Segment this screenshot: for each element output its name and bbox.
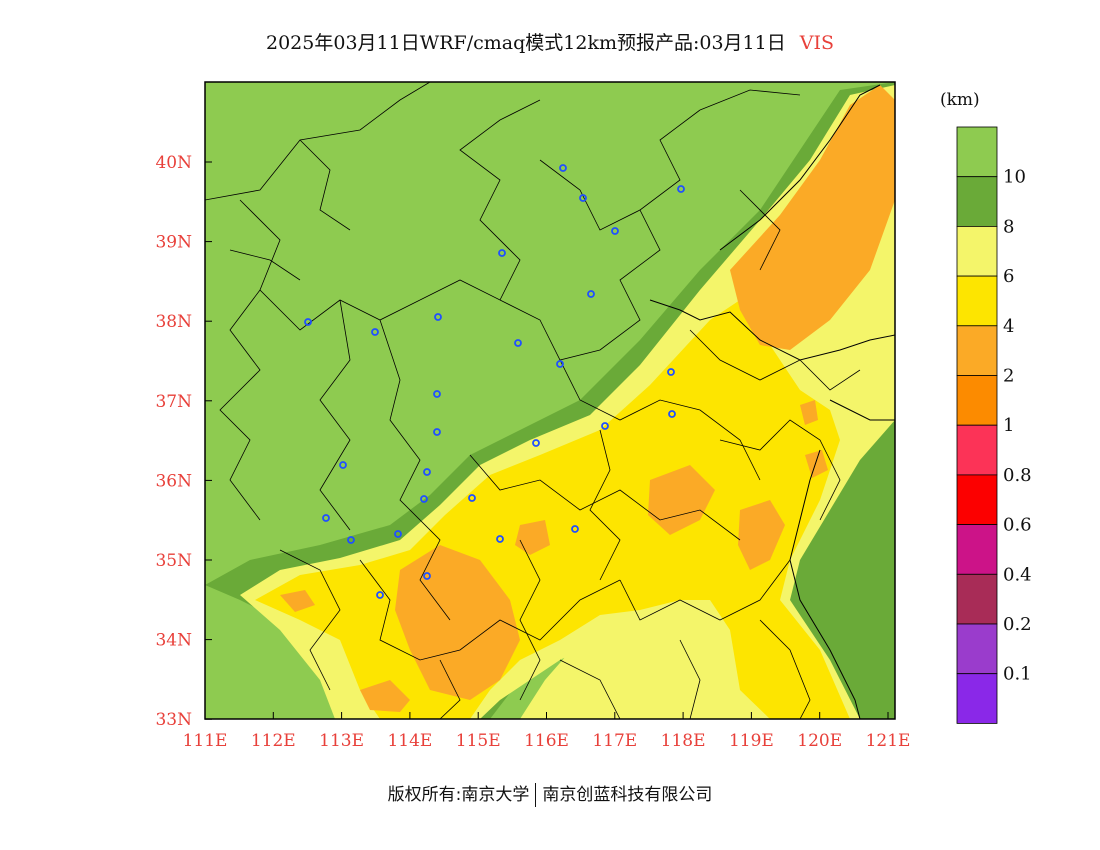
lon-tick-label: 119E	[729, 731, 774, 751]
station-marker	[376, 591, 384, 599]
colorbar-swatch	[956, 325, 998, 376]
station-markers	[304, 164, 685, 599]
station-marker	[667, 368, 675, 376]
lat-tick-label: 39N	[155, 233, 192, 253]
station-marker	[587, 290, 595, 298]
vis-band-2-i	[805, 450, 828, 478]
copyright-owner: 版权所有:南京大学	[387, 785, 530, 805]
station-marker	[559, 164, 567, 172]
station-marker	[420, 495, 428, 503]
lon-tick-label: 120E	[797, 731, 842, 751]
colorbar-label: 0.8	[1003, 465, 1032, 486]
station-marker	[347, 536, 355, 544]
station-marker	[322, 514, 330, 522]
vis-band-2-c	[648, 465, 715, 535]
colorbar-swatch	[956, 573, 998, 625]
station-marker	[571, 525, 579, 533]
station-marker	[423, 468, 431, 476]
station-marker	[433, 390, 441, 398]
vis-band-2-e	[515, 520, 550, 555]
vis-field	[205, 82, 895, 719]
vis-band-2-b	[395, 545, 520, 700]
lon-tick-label: 113E	[319, 731, 364, 751]
vis-band-2-d	[738, 500, 785, 570]
lon-tick-label: 111E	[183, 731, 228, 751]
lon-tick-label: 116E	[524, 731, 569, 751]
lon-tick-label: 112E	[251, 731, 296, 751]
station-marker	[394, 530, 402, 538]
colorbar-swatch	[956, 375, 998, 426]
vis-band-2-g	[360, 680, 410, 712]
colorbar-label: 8	[1003, 216, 1014, 237]
copyright-footer: 版权所有:南京大学 南京创蓝科技有限公司	[0, 780, 1100, 807]
lon-tick-label: 117E	[592, 731, 637, 751]
station-marker	[496, 535, 504, 543]
coastline	[649, 84, 895, 719]
lat-tick-label: 37N	[155, 392, 192, 412]
colorbar-swatch	[956, 623, 998, 675]
vis-band-2-h	[800, 400, 818, 425]
colorbar-swatch	[956, 673, 998, 724]
lat-tick-label: 33N	[155, 710, 192, 730]
lon-tick-label: 121E	[866, 731, 911, 751]
vis-band-2-f	[280, 590, 315, 612]
colorbar-label: 4	[1003, 316, 1014, 337]
vis-band-2-a	[730, 85, 895, 350]
station-marker	[498, 249, 506, 257]
map-title: 2025年03月11日WRF/cmaq模式12km预报产品:03月11日 VIS	[0, 28, 1100, 55]
station-marker	[304, 318, 312, 326]
vis-band-10plus-sw	[205, 600, 325, 719]
colorbar-label: 6	[1003, 266, 1014, 287]
lon-tick-label: 114E	[387, 731, 432, 751]
station-marker	[423, 572, 431, 580]
colorbar-swatch	[956, 424, 998, 476]
station-marker	[514, 339, 522, 347]
lon-tick-label: 118E	[661, 731, 706, 751]
station-marker	[339, 461, 347, 469]
lat-tick-label: 36N	[155, 471, 192, 491]
station-marker	[371, 328, 379, 336]
colorbar-label: 0.6	[1003, 515, 1032, 536]
station-marker	[434, 313, 442, 321]
lat-tick-label: 34N	[155, 631, 192, 651]
title-main: 2025年03月11日WRF/cmaq模式12km预报产品:03月11日	[266, 32, 786, 54]
colorbar-label: 0.4	[1003, 564, 1032, 585]
lat-tick-label: 38N	[155, 312, 192, 332]
colorbar-label: 2	[1003, 366, 1014, 387]
axis-ticks	[204, 161, 889, 720]
colorbar-swatch	[956, 225, 998, 277]
station-marker	[677, 185, 685, 193]
station-marker	[468, 494, 476, 502]
legend-unit: (km)	[940, 90, 980, 110]
axis-labels: 111E 112E 113E 114E 115E 116E 117E 118E 119E 120E…	[155, 153, 910, 751]
colorbar-swatch	[956, 275, 998, 327]
station-marker	[433, 428, 441, 436]
station-marker	[668, 410, 676, 418]
station-marker	[601, 422, 609, 430]
colorbar-swatch	[956, 474, 998, 525]
footer-separator	[535, 783, 537, 807]
colorbar-label: 1	[1003, 415, 1014, 436]
colorbar-label: 0.1	[1003, 664, 1032, 685]
colorbar-label: 10	[1003, 167, 1026, 188]
colorbar-swatch	[956, 126, 998, 178]
lat-tick-label: 40N	[155, 153, 192, 173]
station-marker	[556, 360, 564, 368]
station-marker	[532, 439, 540, 447]
lon-tick-label: 115E	[456, 731, 501, 751]
lat-tick-label: 35N	[155, 551, 192, 571]
colorbar-swatch	[956, 524, 998, 575]
copyright-company: 南京创蓝科技有限公司	[542, 785, 713, 805]
title-variable: VIS	[799, 32, 834, 54]
station-marker	[611, 227, 619, 235]
vis-band-6-lake	[650, 612, 670, 655]
admin-boundaries	[205, 82, 861, 719]
colorbar: 10 8 6 4 2 1 0.8 0.6 0.4 0.2 0.1	[956, 126, 1032, 724]
colorbar-swatch	[956, 176, 998, 227]
station-marker	[579, 194, 587, 202]
colorbar-label: 0.2	[1003, 614, 1032, 635]
